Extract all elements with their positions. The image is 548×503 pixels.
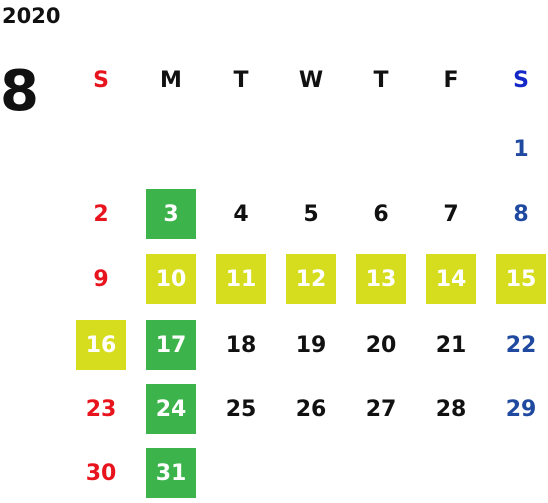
day-cell-15[interactable]: 15 [496, 254, 546, 304]
day-cell-23[interactable]: 23 [85, 396, 117, 422]
day-cell-26[interactable]: 26 [295, 396, 327, 422]
day-cell-9[interactable]: 9 [93, 266, 109, 292]
day-cell-7[interactable]: 7 [443, 201, 459, 227]
weekday-header-sat: S [513, 67, 529, 93]
day-cell-27[interactable]: 27 [365, 396, 397, 422]
weekday-header-fri: F [443, 67, 459, 93]
day-cell-16[interactable]: 16 [76, 320, 126, 370]
day-cell-3[interactable]: 3 [146, 189, 196, 239]
day-cell-19[interactable]: 19 [295, 332, 327, 358]
day-cell-28[interactable]: 28 [435, 396, 467, 422]
day-cell-20[interactable]: 20 [365, 332, 397, 358]
weekday-header-tue: T [233, 67, 249, 93]
day-cell-29[interactable]: 29 [505, 396, 537, 422]
day-cell-22[interactable]: 22 [505, 332, 537, 358]
weekday-header-mon: M [160, 67, 182, 93]
day-cell-21[interactable]: 21 [435, 332, 467, 358]
day-cell-13[interactable]: 13 [356, 254, 406, 304]
day-cell-14[interactable]: 14 [426, 254, 476, 304]
month-number: 8 [0, 59, 39, 124]
day-cell-31[interactable]: 31 [146, 448, 196, 498]
day-cell-24[interactable]: 24 [146, 384, 196, 434]
day-cell-4[interactable]: 4 [233, 201, 249, 227]
day-cell-1[interactable]: 1 [513, 136, 529, 162]
day-cell-12[interactable]: 12 [286, 254, 336, 304]
weekday-header-wed: W [298, 67, 324, 93]
day-cell-25[interactable]: 25 [225, 396, 257, 422]
day-cell-18[interactable]: 18 [225, 332, 257, 358]
day-cell-8[interactable]: 8 [513, 201, 529, 227]
day-cell-17[interactable]: 17 [146, 320, 196, 370]
day-cell-10[interactable]: 10 [146, 254, 196, 304]
weekday-header-sun: S [93, 67, 109, 93]
day-cell-11[interactable]: 11 [216, 254, 266, 304]
year-label: 2020 [2, 4, 61, 28]
day-cell-5[interactable]: 5 [303, 201, 319, 227]
day-cell-2[interactable]: 2 [93, 201, 109, 227]
day-cell-6[interactable]: 6 [373, 201, 389, 227]
weekday-header-thu: T [373, 67, 389, 93]
day-cell-30[interactable]: 30 [85, 460, 117, 486]
